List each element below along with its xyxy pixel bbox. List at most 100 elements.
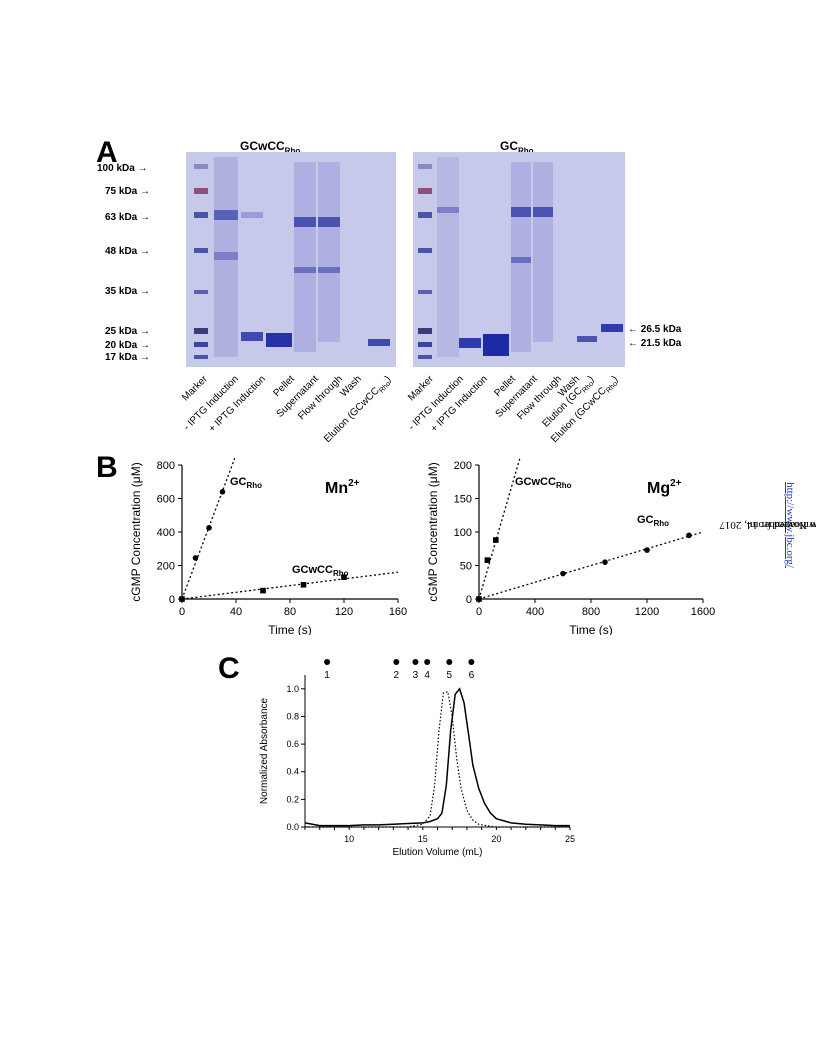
metal-charge: 2+: [348, 478, 360, 489]
data-point: [644, 547, 650, 553]
standard-marker: [446, 659, 453, 665]
metal-annotation: Mg2+: [647, 478, 682, 497]
series-label: GCwCCRho: [292, 564, 349, 578]
y-tick-label: 50: [460, 561, 472, 573]
panel-label-c: C: [218, 652, 240, 685]
panel-label-b: B: [96, 451, 118, 484]
series-label-sub: Rho: [247, 481, 263, 490]
fit-line: [181, 571, 399, 600]
mw-marker-100: 100 kDa →: [97, 163, 148, 174]
standard-marker: [468, 659, 475, 665]
data-point: [260, 587, 266, 594]
chart-mg: 0 50 100 150 200 0 400 800 1200 1600 Time (s) cGMP …: [426, 458, 715, 635]
standard-marker: [324, 659, 331, 665]
x-axis-label: Time (s): [569, 623, 613, 635]
y-tick-label: 0.6: [286, 739, 299, 749]
series-label: GCRho: [230, 476, 262, 490]
trace-dotted: [305, 690, 570, 828]
data-point: [686, 532, 692, 539]
standard-label: 6: [469, 670, 475, 681]
y-axis-label: Normalized Absorbance: [259, 697, 270, 804]
y-tick-label: 0.8: [286, 711, 299, 721]
x-tick-label: 0: [179, 606, 185, 618]
gel-image-left: [186, 152, 396, 367]
series-label-sub: Rho: [556, 481, 572, 490]
y-tick-label: 800: [157, 460, 175, 472]
x-tick-label: 160: [389, 606, 407, 618]
series-label-sub: Rho: [333, 569, 349, 578]
mw-marker-75: 75 kDa →: [105, 186, 151, 197]
standard-label: 2: [393, 670, 399, 681]
y-tick-label: 200: [157, 561, 175, 573]
x-tick-label: 400: [526, 606, 544, 618]
standard-marker: [393, 659, 400, 665]
x-tick-label: 120: [335, 606, 353, 618]
gel-image-right: [413, 152, 625, 367]
mw-marker-35: 35 kDa →: [105, 286, 151, 297]
data-point: [300, 581, 307, 588]
mw-marker-21-5: ← 21.5 kDa: [628, 338, 682, 349]
x-tick-label: 40: [230, 606, 242, 618]
x-tick-label: 0: [476, 606, 482, 618]
series-label: GCRho: [637, 514, 669, 528]
fit-line: [478, 458, 521, 600]
gel-title-left: GCwCCRho: [240, 139, 301, 156]
lane-label: Marker: [180, 373, 210, 404]
mw-marker-26-5: ← 26.5 kDa: [628, 324, 682, 335]
standard-marker: [424, 659, 431, 665]
x-axis-label: Time (s): [268, 623, 312, 635]
x-tick-label: 20: [491, 834, 501, 844]
data-point: [341, 574, 347, 581]
y-tick-label: 100: [454, 527, 472, 539]
standard-marker: [412, 659, 419, 665]
metal-annotation: Mn2+: [325, 478, 360, 497]
y-axis-label: cGMP Concentration (μM): [426, 462, 440, 601]
y-tick-label: 0.0: [286, 822, 299, 832]
panel-label-a: A: [96, 136, 118, 169]
standard-label: 4: [424, 670, 430, 681]
x-tick-label: 1600: [691, 606, 715, 618]
gel-bands-right: [418, 157, 623, 359]
y-tick-label: 200: [454, 460, 472, 472]
y-tick-label: 0: [466, 594, 472, 606]
x-tick-label: 15: [418, 834, 428, 844]
mw-marker-25: 25 kDa →: [105, 326, 151, 337]
gel-bands-left: [194, 157, 390, 359]
standard-label: 1: [324, 670, 330, 681]
data-point: [179, 596, 185, 602]
x-tick-label: 10: [344, 834, 354, 844]
y-tick-label: 0.2: [286, 794, 299, 804]
series-label: GCwCCRho: [515, 476, 572, 490]
data-point: [484, 557, 491, 563]
data-point: [476, 596, 482, 602]
standard-label: 3: [413, 670, 419, 681]
data-point: [560, 570, 566, 577]
data-point: [493, 537, 499, 543]
trace-solid: [304, 687, 570, 827]
mw-marker-17: 17 kDa →: [105, 352, 151, 363]
data-point: [219, 489, 226, 495]
chart-mn: 0 200 400 600 800 0 40 80 120 160 Time (s) cGMP Con…: [129, 458, 407, 635]
series-label-sub: Rho: [654, 519, 670, 528]
x-tick-label: 25: [565, 834, 575, 844]
x-tick-label: 800: [582, 606, 600, 618]
y-tick-label: 600: [157, 494, 175, 506]
mw-marker-63: 63 kDa →: [105, 212, 151, 223]
download-note: Downloaded from http://www.jbc.org/ by g…: [719, 482, 816, 568]
mw-marker-48: 48 kDa →: [105, 246, 151, 257]
fit-line: [478, 531, 704, 600]
data-point: [206, 525, 212, 531]
data-point: [602, 559, 608, 565]
x-tick-label: 80: [284, 606, 296, 618]
x-tick-label: 1200: [635, 606, 659, 618]
y-axis-label: cGMP Concentration (μM): [129, 462, 143, 601]
metal-charge: 2+: [670, 478, 682, 489]
standard-label: 5: [446, 670, 452, 681]
x-axis-label: Elution Volume (mL): [392, 847, 482, 858]
data-point: [192, 555, 199, 561]
y-tick-label: 1.0: [286, 684, 299, 694]
mw-marker-20: 20 kDa →: [105, 340, 151, 351]
y-tick-label: 0: [169, 594, 175, 606]
